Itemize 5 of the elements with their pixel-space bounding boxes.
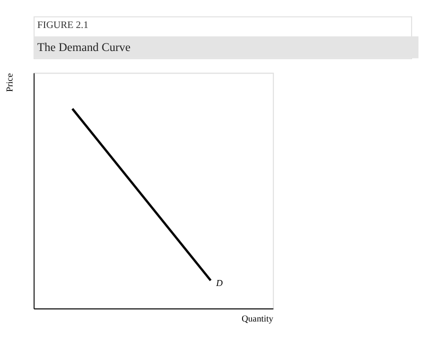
annotation: D — [215, 278, 224, 288]
x-axis-title: Quantity — [242, 314, 274, 324]
chart-title: The Demand Curve — [37, 40, 130, 54]
chart-subtitle: FIGURE 2.1 — [37, 20, 88, 32]
y-axis-title: Price — [4, 73, 14, 92]
